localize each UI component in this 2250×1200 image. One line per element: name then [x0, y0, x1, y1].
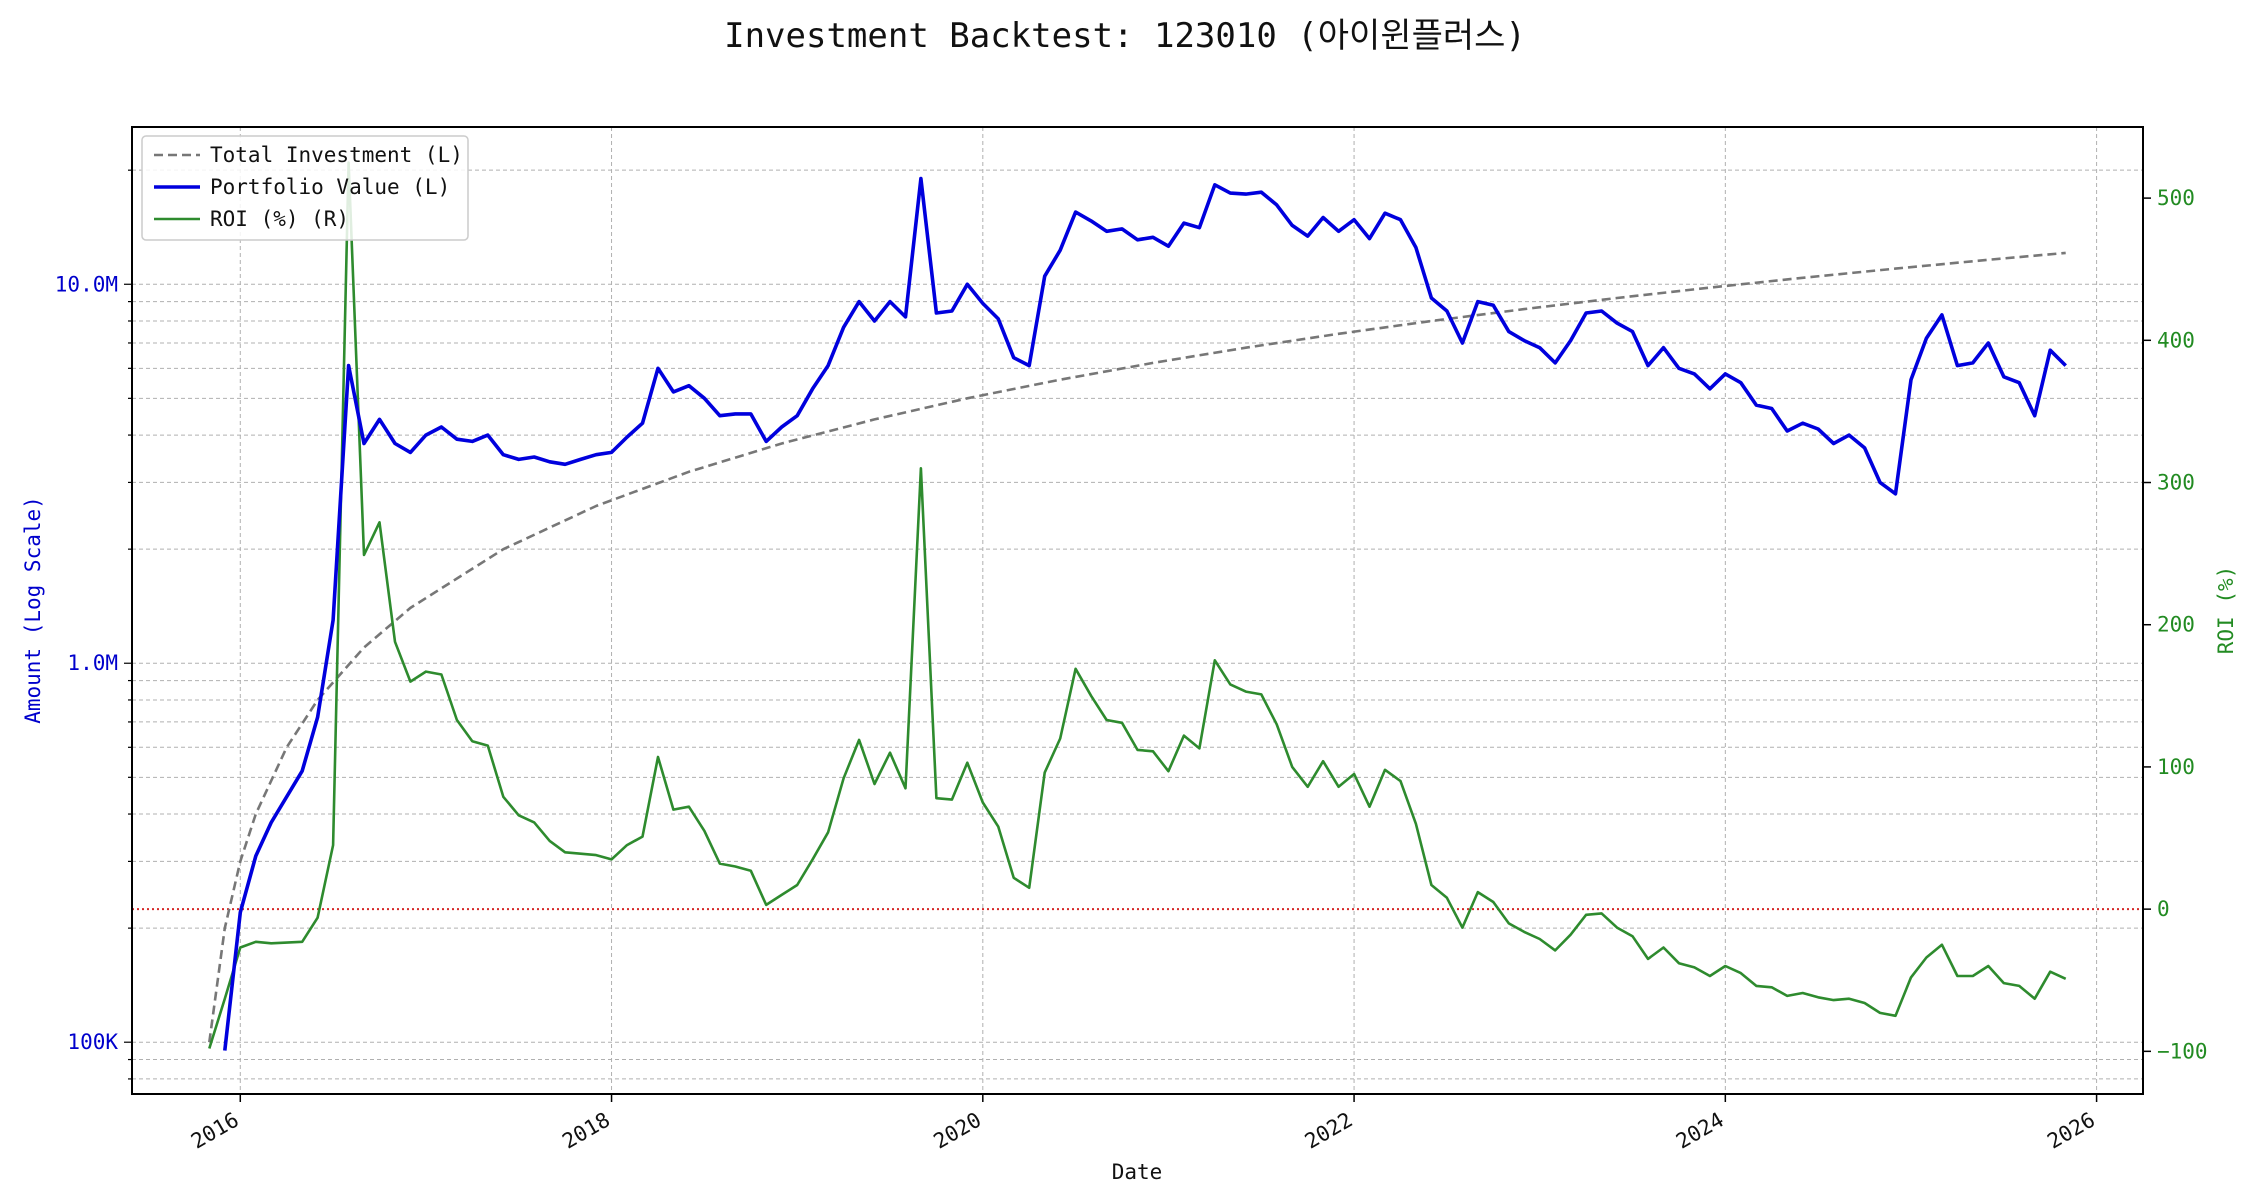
right-tick-label: 100 [2157, 755, 2195, 779]
legend-box [141, 135, 469, 241]
x-axis-label: Date [1112, 1160, 1163, 1184]
legend-label: Portfolio Value (L) [210, 175, 450, 199]
right-tick-label: 500 [2157, 186, 2195, 210]
left-tick-label: 10.0M [55, 272, 118, 296]
grid-lines [132, 127, 2143, 1094]
plot-frame [131, 126, 2144, 1095]
x-tick-label: 2022 [1301, 1108, 1357, 1154]
legend: Total Investment (L) Portfolio Value (L) R… [141, 135, 469, 241]
right-tick-label: 200 [2157, 613, 2195, 637]
left-tick-label: 100K [67, 1030, 118, 1054]
x-tick-label: 2026 [2043, 1108, 2099, 1154]
x-tick-label: 2020 [930, 1108, 986, 1154]
right-tick-label: 0 [2157, 897, 2170, 921]
legend-label: ROI (%) (R) [210, 207, 349, 231]
legend-label: Total Investment (L) [210, 143, 463, 167]
right-y-axis: −100 0 100 200 300 400 500 [2143, 186, 2208, 1063]
chart-title: Investment Backtest: 123010 (아이윈플러스) [724, 16, 1526, 56]
x-tick-label: 2018 [558, 1108, 614, 1154]
series-layer [208, 161, 2067, 1051]
right-tick-label: 300 [2157, 471, 2195, 495]
left-y-axis: 100K 1.0M 10.0M [55, 169, 132, 1080]
left-tick-label: 1.0M [67, 651, 118, 675]
right-y-axis-label: ROI (%) [2214, 566, 2238, 655]
right-tick-label: 400 [2157, 328, 2195, 352]
left-y-axis-label: Amount (Log Scale) [21, 496, 45, 724]
roi-r-series [208, 161, 2067, 1049]
x-tick-label: 2016 [187, 1108, 243, 1154]
x-tick-label: 2024 [1672, 1108, 1728, 1154]
right-tick-label: −100 [2157, 1039, 2208, 1063]
x-axis: 2016 2018 2020 2022 2024 2026 [187, 1094, 2099, 1154]
total-investment-l-series [208, 251, 2066, 1043]
portfolio-value-l-series [223, 176, 2067, 1051]
